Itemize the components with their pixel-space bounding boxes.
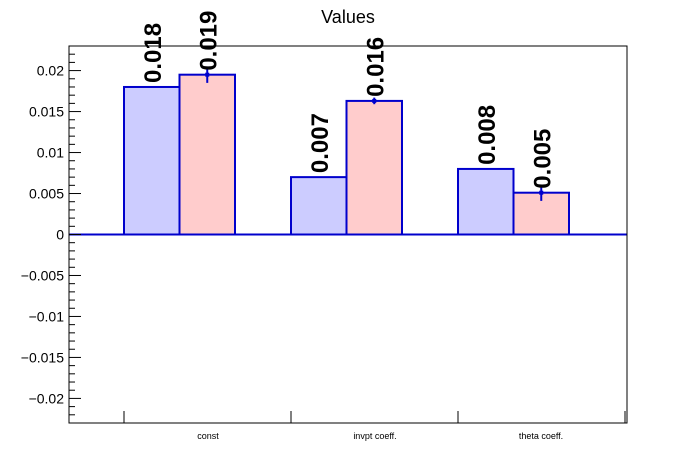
bar-theta-coeff--s1 (457, 167, 515, 236)
chart-title: Values (321, 7, 375, 27)
data-label: 0.007 (307, 113, 334, 173)
data-label: 0.019 (195, 11, 222, 71)
bar-invpt-coeff--s1 (290, 176, 348, 236)
bar-invpt-coeff--s2 (345, 99, 403, 236)
error-marker (539, 190, 544, 195)
y-tick-label: 0 (56, 227, 64, 243)
data-label: 0.005 (529, 129, 556, 189)
x-tick-label: const (197, 431, 219, 441)
y-tick-label: 0.01 (37, 145, 64, 161)
y-tick-label: −0.02 (29, 390, 65, 406)
error-marker (205, 72, 210, 77)
y-tick-label: 0.005 (29, 186, 64, 202)
data-label: 0.008 (474, 105, 501, 165)
data-label: 0.018 (140, 23, 167, 83)
y-tick-label: 0.02 (37, 63, 64, 79)
error-marker (372, 98, 377, 103)
y-tick-label: 0.015 (29, 104, 64, 120)
y-tick-label: −0.01 (29, 308, 65, 324)
bar-const-s1 (123, 85, 181, 236)
bars-layer (123, 66, 570, 236)
x-tick-label: invpt coeff. (353, 431, 396, 441)
bar-const-s2 (178, 73, 236, 236)
data-label: 0.016 (362, 37, 389, 97)
x-tick-label: theta coeff. (519, 431, 563, 441)
y-tick-label: −0.015 (21, 349, 64, 365)
labels-layer: 0.018 0.007 0.008 0.019 0.016 0.005 (140, 11, 557, 189)
axes-layer: −0.02 −0.015 −0.01 −0.005 0 0.005 0.01 0.015 0.0… (21, 45, 628, 441)
y-tick-label: −0.005 (21, 267, 64, 283)
